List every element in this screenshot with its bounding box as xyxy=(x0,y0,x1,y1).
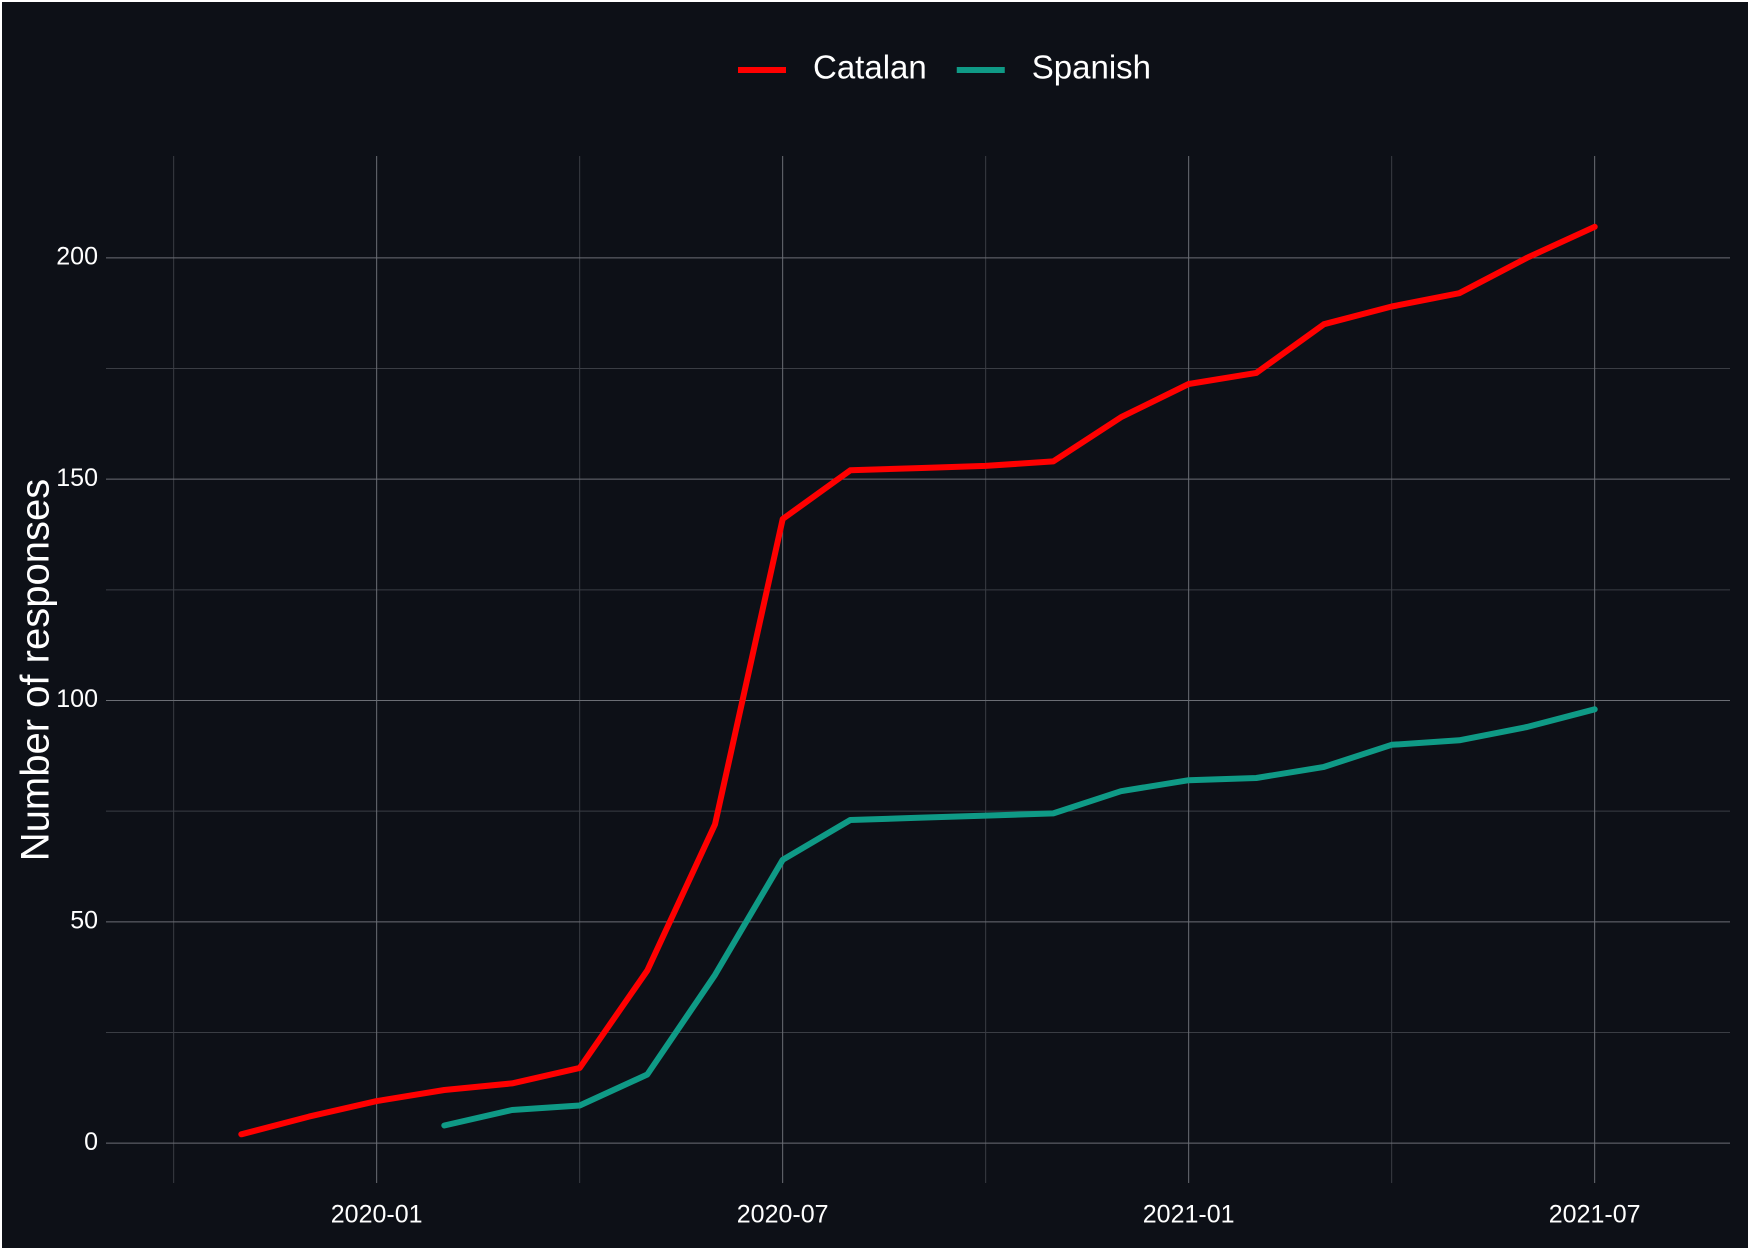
series-line xyxy=(238,223,1598,1138)
x-tick-label: 2020-01 xyxy=(331,1201,423,1229)
series-line xyxy=(441,706,1598,1129)
y-tick-label: 200 xyxy=(56,242,98,270)
x-tick-label: 2021-01 xyxy=(1143,1201,1235,1229)
y-axis-title: Number of responses xyxy=(14,479,58,861)
legend-label: Catalan xyxy=(813,49,927,86)
y-tick-label: 50 xyxy=(70,906,98,934)
y-tick-label: 100 xyxy=(56,685,98,713)
x-tick-label: 2021-07 xyxy=(1549,1201,1641,1229)
y-tick-label: 150 xyxy=(56,464,98,492)
x-tick-label: 2020-07 xyxy=(737,1201,829,1229)
legend-label: Spanish xyxy=(1032,49,1151,86)
y-tick-label: 0 xyxy=(84,1128,98,1156)
